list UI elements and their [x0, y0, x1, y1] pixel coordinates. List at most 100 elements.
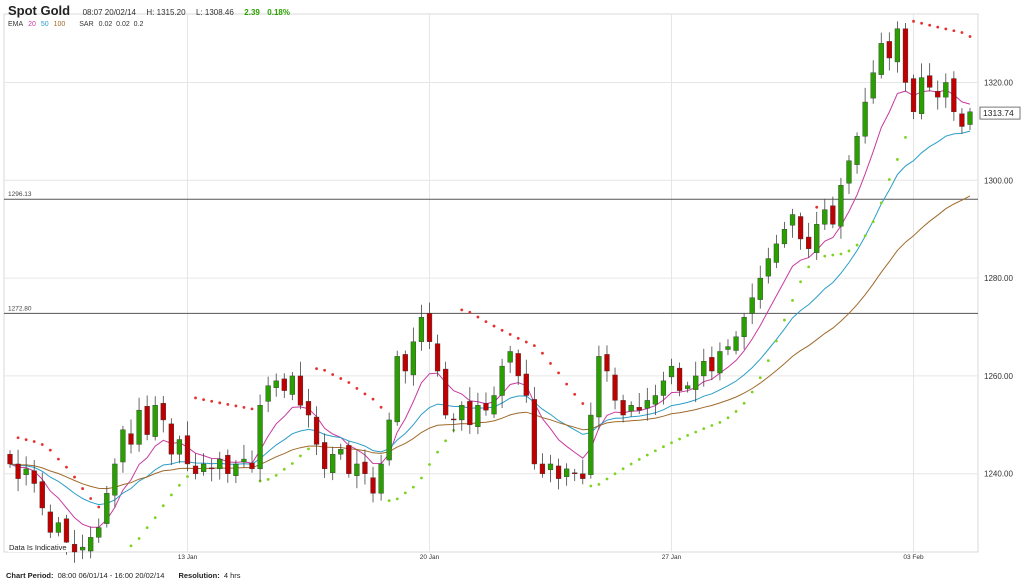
sar-dot-below [887, 178, 891, 181]
sar-dot-above [347, 381, 351, 384]
y-tick-label: 1280.00 [984, 274, 1013, 283]
sar-dot-below [694, 430, 698, 434]
sar-dot-above [928, 23, 932, 27]
candle-up [79, 546, 86, 551]
y-tick-label: 1260.00 [984, 372, 1013, 381]
candle-up [120, 429, 126, 463]
sar-dot-above [218, 401, 222, 405]
chart-period-label: Chart Period: [6, 571, 54, 580]
sar-dot-below [839, 252, 843, 256]
sar-dot-above [516, 336, 520, 340]
candle-up [112, 463, 118, 496]
candle-up [693, 375, 699, 390]
sar-dot-above [815, 205, 819, 209]
sar-dot-above [363, 392, 367, 396]
candle-up [104, 493, 110, 524]
chart-header: Spot Gold 08:07 20/02/14 H: 1315.20 L: 1… [8, 2, 293, 18]
candle-down [709, 357, 715, 372]
sar-dot-below [855, 243, 859, 247]
data-indicative-note: Data Is Indicative [8, 543, 68, 552]
sar-dot-above [16, 436, 20, 440]
candle-down [886, 41, 892, 59]
candle-up [410, 341, 416, 376]
sar-dot-above [944, 27, 948, 31]
sar-dot-above [484, 320, 488, 324]
sar-dot-below [411, 485, 415, 489]
sar-dot-above [32, 440, 36, 443]
candle-down [370, 477, 376, 494]
last-price-label: 1313.74 [983, 108, 1014, 118]
candle-down [572, 472, 578, 474]
sar-dot-above [339, 377, 343, 380]
candle-up [596, 356, 602, 418]
sar-dot-above [920, 21, 923, 25]
parabolic-sar [16, 19, 972, 548]
candle-up [773, 243, 780, 263]
candle-down [927, 75, 933, 88]
sar-dot-below [387, 499, 391, 503]
candle-up [588, 414, 594, 475]
candle-up [233, 463, 239, 476]
sar-dot-above [210, 399, 214, 403]
candle-up [378, 463, 384, 494]
resolution-value: 4 hrs [223, 571, 241, 580]
sar-dot-below [758, 376, 762, 380]
candle-down [39, 481, 45, 509]
sar-dot-above [936, 25, 940, 29]
sar-dot-below [436, 450, 439, 454]
sar-dot-above [73, 475, 76, 479]
x-tick-label: 03 Feb [903, 554, 924, 561]
sar-dot-below [597, 483, 601, 486]
candle-down [806, 236, 812, 249]
candle-up [491, 395, 497, 415]
sar-dot-below [137, 537, 141, 540]
candle-up [547, 463, 554, 471]
sar-dot-below [863, 234, 867, 238]
ema20-line [9, 89, 971, 528]
sar-dot-above [541, 351, 544, 355]
candle-down [604, 354, 610, 372]
chart-footer: Chart Period: 08:00 06/01/14 - 16:00 20/… [6, 571, 241, 580]
session-low: L: 1308.46 [196, 8, 234, 17]
candle-down [451, 418, 457, 421]
candle-down [305, 401, 312, 416]
candle-up [241, 458, 247, 463]
ema50-label: 50 [40, 21, 49, 28]
candle-up [814, 224, 820, 253]
ema-lines [9, 89, 971, 528]
sar-dot-below [662, 445, 665, 449]
candle-up [418, 317, 425, 342]
sar-dot-above [331, 373, 335, 376]
candle-down [47, 511, 53, 533]
sar-dot-below [686, 434, 690, 437]
sar-dot-below [282, 467, 286, 471]
ema20-label: 20 [28, 21, 36, 28]
sar-dot-below [823, 254, 827, 258]
candle-down [555, 465, 562, 479]
quote-time: 08:07 20/02/14 [82, 8, 136, 17]
candle-down [281, 378, 287, 391]
horizontal-levels: 1296.13 1272.80 [4, 191, 978, 314]
candle-down [144, 406, 150, 435]
candle-up [217, 458, 223, 470]
candle-up [628, 405, 634, 412]
sar-dot-below [444, 439, 448, 443]
sar-dot-above [524, 340, 528, 344]
x-tick-label: 27 Jan [662, 554, 682, 561]
sar-dot-below [799, 280, 802, 284]
sar-dot-above [315, 367, 318, 370]
sar-dot-below [774, 339, 778, 343]
sar-dot-below [420, 476, 423, 480]
candle-up [88, 537, 94, 552]
sar-dot-below [169, 493, 173, 497]
candle-down [128, 433, 134, 445]
sar-dot-below [637, 458, 641, 461]
candle-up [765, 258, 771, 277]
x-tick-label: 13 Jan [178, 554, 198, 561]
candle-up [23, 468, 29, 475]
sar-dot-above [40, 443, 44, 446]
sar-dot-above [65, 465, 68, 469]
candle-up [459, 405, 465, 421]
reference-line-label: 1272.80 [8, 305, 32, 312]
candle-down [209, 467, 215, 470]
